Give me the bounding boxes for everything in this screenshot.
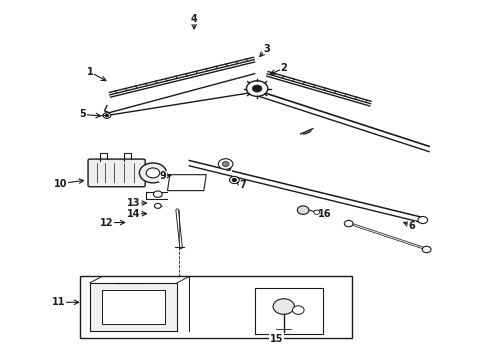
Text: 8: 8 — [224, 163, 231, 172]
Bar — [90, 283, 177, 330]
Circle shape — [153, 191, 162, 197]
Circle shape — [105, 114, 108, 117]
Circle shape — [297, 206, 309, 215]
Text: 15: 15 — [270, 334, 283, 344]
FancyBboxPatch shape — [88, 159, 145, 187]
Circle shape — [246, 81, 268, 96]
Circle shape — [418, 216, 428, 224]
Circle shape — [232, 179, 236, 181]
Circle shape — [219, 159, 233, 169]
Text: 6: 6 — [409, 221, 416, 231]
Circle shape — [103, 113, 111, 118]
Text: 10: 10 — [54, 179, 68, 189]
Text: 14: 14 — [127, 209, 140, 219]
Bar — [80, 276, 352, 338]
Text: 7: 7 — [239, 180, 246, 190]
Text: 2: 2 — [280, 63, 287, 73]
Bar — [255, 288, 322, 334]
Circle shape — [252, 85, 262, 92]
Text: 5: 5 — [79, 109, 86, 120]
Text: 9: 9 — [159, 171, 166, 181]
Text: 16: 16 — [318, 209, 332, 219]
Text: 12: 12 — [100, 217, 114, 228]
Text: 1: 1 — [87, 67, 94, 77]
Circle shape — [293, 306, 304, 314]
Circle shape — [314, 210, 319, 215]
Text: 13: 13 — [127, 198, 140, 208]
Circle shape — [422, 246, 431, 253]
Circle shape — [146, 168, 160, 178]
Circle shape — [229, 176, 239, 184]
Circle shape — [222, 162, 229, 167]
Text: 3: 3 — [264, 44, 270, 54]
Circle shape — [154, 203, 161, 208]
Text: 4: 4 — [191, 14, 197, 24]
Text: 11: 11 — [52, 297, 65, 307]
Circle shape — [344, 220, 353, 227]
Circle shape — [273, 299, 294, 314]
Bar — [102, 290, 165, 324]
Circle shape — [139, 163, 167, 183]
